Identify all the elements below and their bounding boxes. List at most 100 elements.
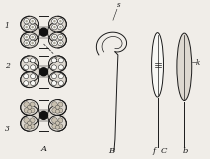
Circle shape (58, 58, 63, 63)
Ellipse shape (22, 27, 37, 37)
Text: f: f (153, 147, 156, 155)
Circle shape (51, 58, 56, 63)
Circle shape (58, 40, 63, 46)
Circle shape (24, 65, 29, 70)
Circle shape (24, 81, 29, 86)
Circle shape (58, 24, 63, 30)
Circle shape (30, 40, 35, 46)
Circle shape (58, 65, 63, 70)
Circle shape (27, 105, 32, 110)
Circle shape (31, 81, 36, 86)
Circle shape (58, 34, 63, 40)
Ellipse shape (152, 33, 164, 97)
Circle shape (59, 36, 62, 38)
Circle shape (31, 42, 34, 44)
Circle shape (39, 28, 47, 36)
Circle shape (52, 24, 57, 30)
Ellipse shape (31, 68, 56, 75)
Circle shape (31, 58, 36, 63)
Circle shape (39, 111, 47, 119)
Ellipse shape (49, 56, 66, 72)
Circle shape (58, 118, 63, 123)
Circle shape (25, 20, 28, 22)
Circle shape (52, 118, 57, 123)
Ellipse shape (49, 72, 66, 88)
Ellipse shape (49, 16, 66, 32)
Circle shape (31, 20, 34, 22)
Circle shape (24, 34, 29, 40)
Circle shape (51, 81, 56, 86)
Circle shape (58, 18, 63, 24)
Circle shape (51, 74, 56, 79)
Circle shape (28, 125, 32, 129)
Ellipse shape (50, 27, 64, 37)
Circle shape (39, 68, 47, 76)
Circle shape (53, 26, 56, 28)
Circle shape (24, 40, 29, 46)
Circle shape (58, 124, 63, 129)
Ellipse shape (50, 111, 64, 120)
Ellipse shape (22, 67, 37, 76)
Circle shape (58, 108, 63, 113)
Circle shape (59, 42, 62, 44)
Ellipse shape (21, 56, 39, 72)
Ellipse shape (177, 33, 192, 100)
Ellipse shape (31, 112, 56, 119)
Ellipse shape (31, 29, 56, 36)
Circle shape (27, 121, 32, 126)
Circle shape (55, 105, 60, 110)
Ellipse shape (21, 115, 39, 131)
Text: s: s (117, 1, 121, 9)
Circle shape (24, 124, 29, 129)
Text: A: A (41, 145, 47, 153)
Circle shape (30, 108, 35, 113)
Circle shape (30, 118, 35, 123)
Ellipse shape (21, 100, 39, 115)
Text: b: b (182, 147, 188, 155)
Text: 2: 2 (5, 62, 10, 70)
Circle shape (58, 74, 63, 79)
Circle shape (53, 36, 56, 38)
Text: B: B (108, 147, 114, 155)
Circle shape (53, 42, 56, 44)
Circle shape (24, 58, 29, 63)
Ellipse shape (21, 16, 39, 32)
Circle shape (59, 26, 62, 28)
Circle shape (52, 40, 57, 46)
Circle shape (55, 121, 60, 126)
Text: C: C (160, 147, 167, 155)
Circle shape (31, 74, 36, 79)
Circle shape (52, 124, 57, 129)
Circle shape (52, 34, 57, 40)
Circle shape (31, 65, 36, 70)
Circle shape (24, 118, 29, 123)
Circle shape (51, 65, 56, 70)
Circle shape (30, 34, 35, 40)
Text: k: k (54, 56, 57, 61)
Circle shape (53, 20, 56, 22)
Circle shape (55, 125, 59, 129)
Ellipse shape (22, 111, 37, 120)
Circle shape (52, 108, 57, 113)
Circle shape (30, 24, 35, 30)
Circle shape (25, 36, 28, 38)
Circle shape (55, 109, 59, 113)
Ellipse shape (49, 32, 66, 48)
Text: 3: 3 (5, 125, 10, 133)
Ellipse shape (49, 100, 66, 115)
Circle shape (24, 74, 29, 79)
Circle shape (52, 18, 57, 24)
Circle shape (31, 36, 34, 38)
Ellipse shape (21, 32, 39, 48)
Circle shape (52, 102, 57, 107)
Text: 1: 1 (5, 22, 10, 30)
Circle shape (24, 102, 29, 107)
Circle shape (24, 24, 29, 30)
Ellipse shape (50, 67, 64, 76)
Ellipse shape (21, 72, 39, 88)
Circle shape (28, 109, 32, 113)
Circle shape (24, 108, 29, 113)
Circle shape (30, 102, 35, 107)
Circle shape (24, 18, 29, 24)
Circle shape (59, 20, 62, 22)
